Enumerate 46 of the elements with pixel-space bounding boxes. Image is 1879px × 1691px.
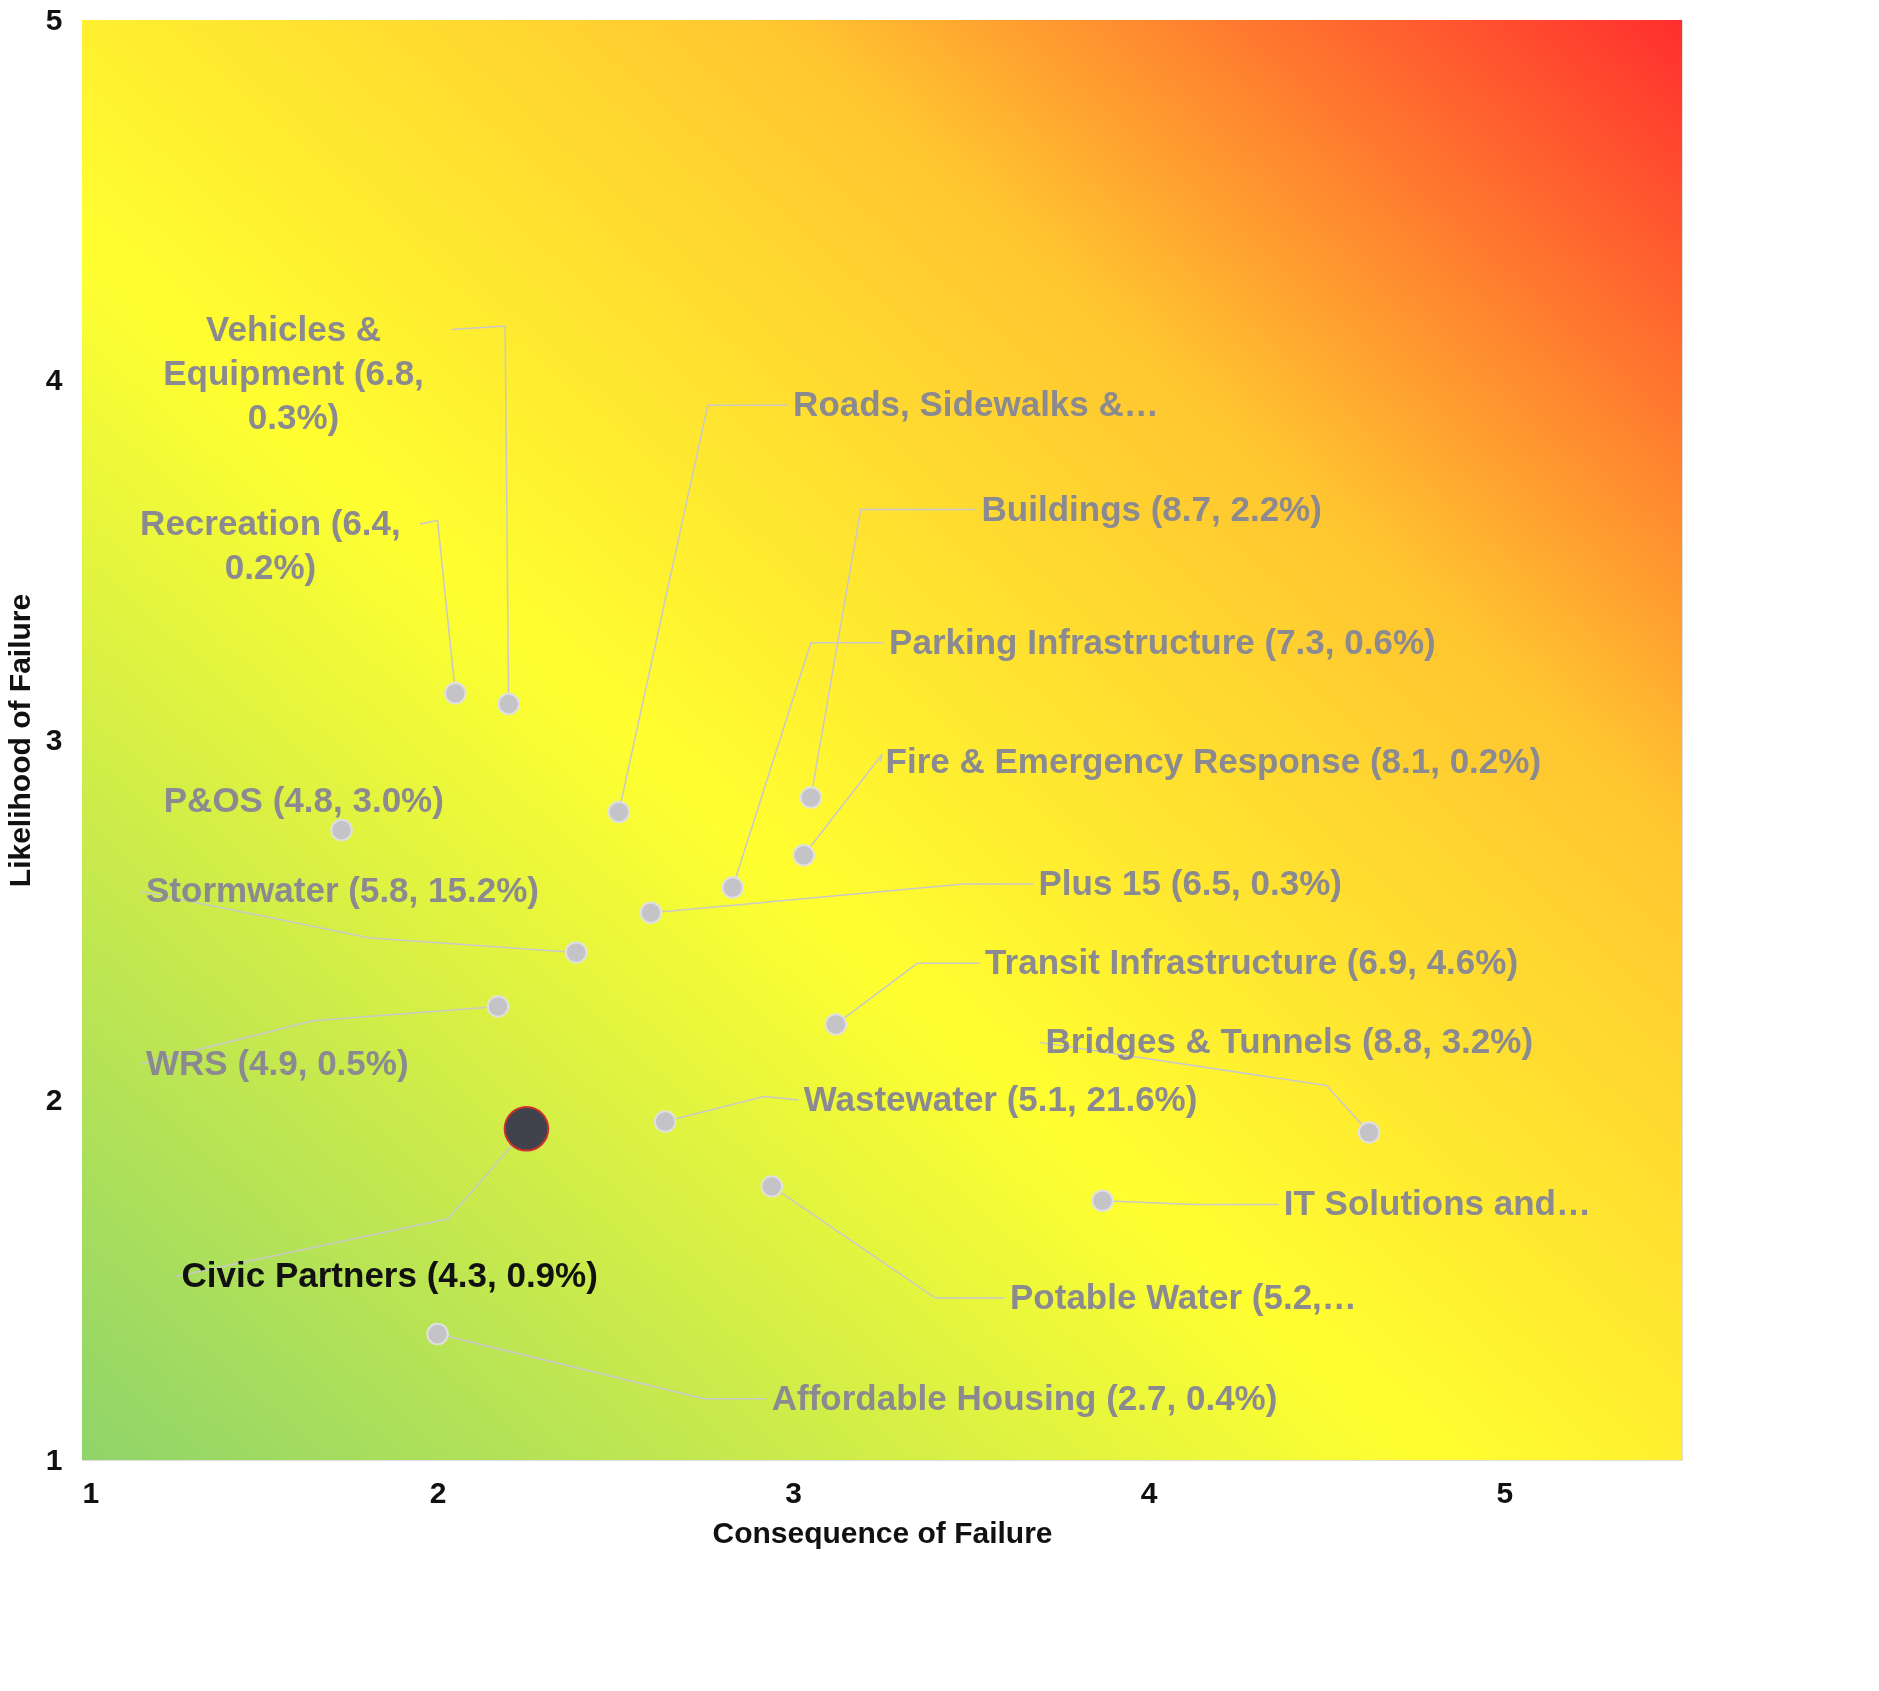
x-tick-label: 4 [1140,1475,1158,1509]
y-tick-label: 5 [45,2,63,36]
point [486,995,510,1018]
point [1357,1121,1381,1144]
annotation: Stormwater (5.8, 15.2%) [146,870,539,910]
point [497,692,520,716]
point [444,681,467,705]
point [639,901,663,925]
y-tick-label: 1 [45,1442,63,1476]
x-tick-label: 3 [785,1475,802,1509]
point [607,800,631,824]
x-tick-label: 2 [429,1475,447,1509]
annotation: Fire & Emergency Response (8.1, 0.2%) [885,740,1542,780]
point [799,786,823,809]
annotation: Parking Infrastructure (7.3, 0.6%) [889,621,1436,661]
point [824,1013,848,1036]
annotation: IT Solutions and… [1283,1183,1591,1223]
point [330,818,353,842]
y-tick-label: 3 [45,722,63,756]
x-tick-label: 1 [82,1475,100,1509]
y-tick-label: 2 [45,1082,63,1116]
point [564,941,588,964]
point [653,1110,677,1133]
annotation: Recreation (6.4, 0.2%) [140,503,401,586]
annotation: Roads, Sidewalks &… [793,384,1159,424]
annotation: Bridges & Tunnels (8.8, 3.2%) [1045,1021,1534,1061]
annotation: Transit Infrastructure (6.9, 4.6%) [985,942,1519,982]
annotation: Plus 15 (6.5, 0.3%) [1038,863,1342,902]
annotation: Vehicles & Equipment (6.8, 0.3%) [163,308,424,436]
annotation: Wastewater (5.1, 21.6%) [803,1079,1198,1118]
x-tick-label: 5 [1496,1475,1514,1509]
point [1091,1189,1114,1213]
y-tick-label: 4 [45,362,63,396]
y-axis-title: Likelihood of Failure [2,593,36,888]
x-axis-title: Consequence of Failure [712,1515,1053,1549]
annotation: WRS (4.9, 0.5%) [146,1043,409,1082]
annotation: Buildings (8.7, 2.2%) [981,488,1322,528]
annotation: Affordable Housing (2.7, 0.4%) [771,1377,1278,1417]
annotation: Civic Partners (4.3, 0.9%) [181,1255,598,1295]
point [503,1106,550,1152]
point [721,876,744,899]
point [760,1175,784,1198]
point [426,1322,449,1346]
point [792,843,816,867]
annotation: Potable Water (5.2,… [1010,1277,1357,1316]
annotation: P&OS (4.8, 3.0%) [163,780,444,820]
